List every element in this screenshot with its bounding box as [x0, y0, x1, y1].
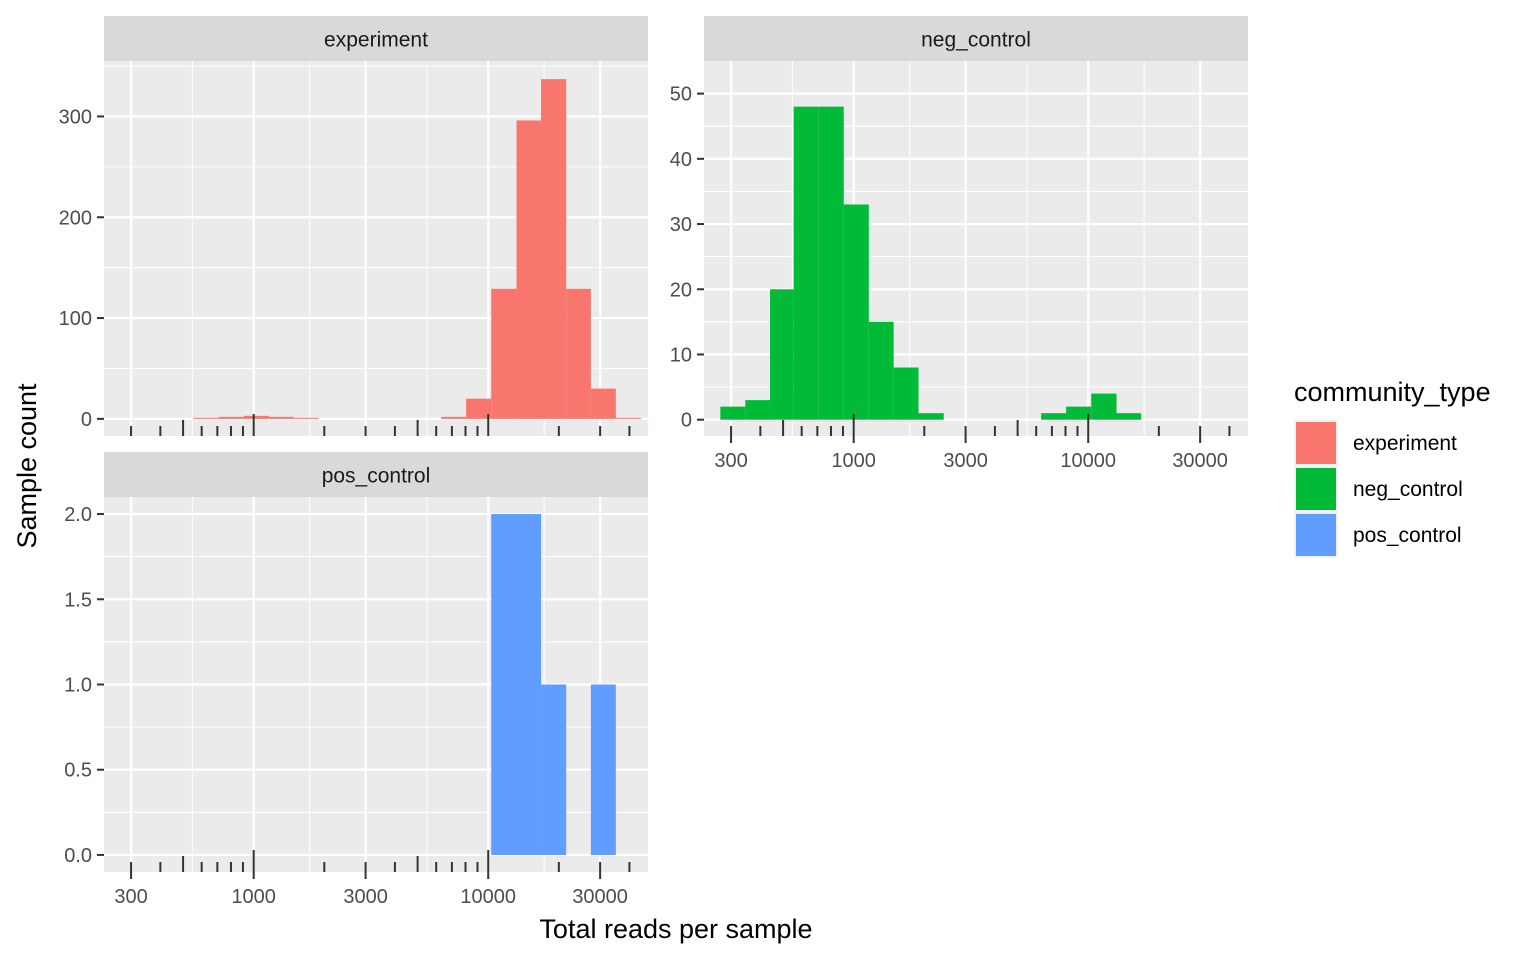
- y-tick-label: 50: [670, 84, 692, 106]
- histogram-bar: [566, 288, 591, 419]
- histogram-bar: [516, 120, 542, 419]
- histogram-bar: [193, 417, 219, 419]
- y-tick-label: 200: [59, 207, 92, 229]
- x-tick-label: 3000: [343, 886, 388, 908]
- facet-neg_control: neg_control 0 10 20 30 40 50 300 1000 3000 10000 30…: [670, 16, 1248, 472]
- histogram-bar: [268, 416, 294, 419]
- legend-item-experiment: experiment: [1294, 420, 1457, 466]
- histogram-bar: [793, 106, 819, 420]
- y-tick-label: 1.0: [64, 675, 92, 697]
- histogram-bar: [745, 400, 771, 420]
- legend-title: community_type: [1294, 377, 1491, 407]
- facet-strip: [704, 16, 1248, 61]
- histogram-bar: [243, 415, 269, 419]
- legend-key-swatch: [1296, 514, 1336, 556]
- legend-label: pos_control: [1353, 524, 1462, 547]
- legend-label: experiment: [1353, 432, 1457, 455]
- facet-panels: experiment 0 100 200 300 neg_control 0 10 20 30 40…: [59, 16, 1248, 908]
- histogram-bar: [590, 684, 616, 855]
- histogram-bar: [293, 417, 319, 419]
- y-tick-label: 1.5: [64, 589, 92, 611]
- x-tick-label: 1000: [231, 886, 276, 908]
- facet-strip: [104, 452, 648, 497]
- y-axis-title: Sample count: [12, 383, 42, 549]
- facet-strip-label: neg_control: [921, 29, 1031, 52]
- y-tick-label: 300: [59, 106, 92, 128]
- x-axis-title: Total reads per sample: [539, 914, 812, 944]
- histogram-bar: [491, 514, 517, 855]
- y-tick-label: 20: [670, 279, 692, 301]
- histogram-bar: [720, 406, 746, 420]
- histogram-bar: [868, 321, 894, 420]
- y-tick-label: 100: [59, 308, 92, 330]
- y-tick-label: 10: [670, 344, 692, 366]
- facet-pos_control: pos_control 0.0 0.5 1.0 1.5 2.0 300 1000 3000 100…: [64, 452, 648, 908]
- histogram-bar: [218, 416, 244, 419]
- x-tick-label: 300: [714, 450, 747, 472]
- histogram-bar: [1091, 393, 1117, 420]
- x-tick-label: 300: [114, 886, 147, 908]
- histogram-bar: [918, 413, 944, 420]
- histogram-bar: [1066, 406, 1092, 420]
- legend-item-neg_control: neg_control: [1294, 466, 1463, 512]
- histogram-bar: [590, 388, 616, 419]
- histogram-bar: [516, 514, 542, 855]
- facet-strip: [104, 16, 648, 61]
- histogram-bar: [441, 416, 467, 419]
- legend-label: neg_control: [1353, 478, 1463, 501]
- histogram-bar: [615, 417, 641, 419]
- facet-strip-label: experiment: [324, 29, 428, 52]
- y-tick-label: 0: [681, 410, 692, 432]
- y-tick-label: 0.5: [64, 760, 92, 782]
- histogram-bar: [541, 79, 567, 419]
- legend-item-pos_control: pos_control: [1294, 512, 1462, 558]
- y-tick-label: 2.0: [64, 504, 92, 526]
- histogram-bar: [491, 288, 517, 419]
- facet-strip-label: pos_control: [322, 465, 431, 488]
- histogram-bar: [843, 204, 869, 420]
- x-tick-label: 30000: [572, 886, 628, 908]
- histogram-bar: [770, 289, 794, 420]
- y-tick-label: 0.0: [64, 845, 92, 867]
- y-tick-label: 40: [670, 149, 692, 171]
- histogram-bar: [1041, 413, 1067, 420]
- x-tick-label: 10000: [460, 886, 516, 908]
- legend-items: experiment neg_control pos_control: [1294, 420, 1463, 558]
- y-tick-label: 0: [81, 409, 92, 431]
- histogram-bar: [818, 106, 844, 420]
- histogram-bar: [541, 684, 567, 855]
- x-tick-label: 3000: [943, 450, 988, 472]
- histogram-bar: [893, 367, 919, 420]
- x-tick-label: 30000: [1172, 450, 1228, 472]
- histogram-bar: [1116, 413, 1142, 420]
- legend-key-swatch: [1296, 468, 1336, 510]
- x-tick-label: 10000: [1060, 450, 1116, 472]
- legend-key-swatch: [1296, 422, 1336, 464]
- facet-experiment: experiment 0 100 200 300: [59, 16, 648, 436]
- x-tick-label: 1000: [831, 450, 876, 472]
- y-tick-label: 30: [670, 214, 692, 236]
- histogram-bar: [466, 398, 492, 419]
- legend: community_type experiment neg_control pos_…: [1294, 377, 1491, 558]
